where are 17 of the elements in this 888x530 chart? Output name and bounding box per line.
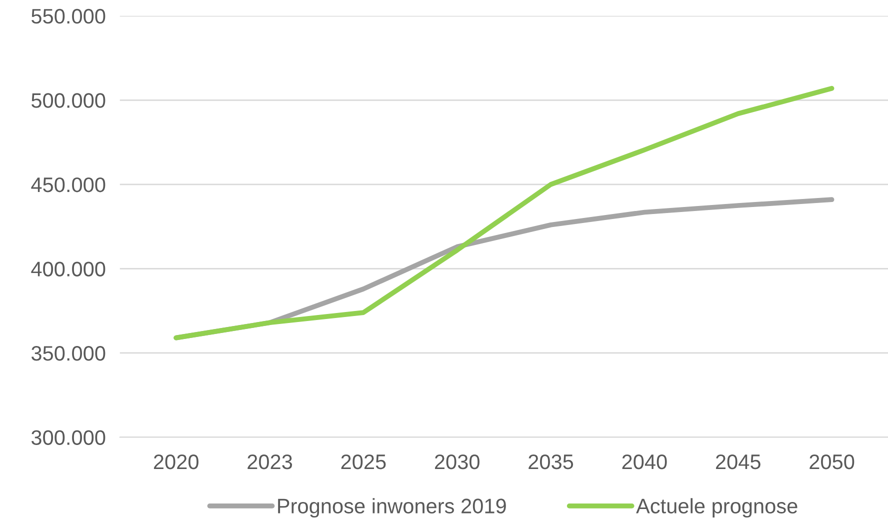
y-tick-label: 550.000 bbox=[32, 8, 106, 24]
x-tick-label: 2050 bbox=[810, 454, 854, 470]
legend-label: Prognose inwoners 2019 bbox=[278, 498, 506, 518]
x-tick-label: 2020 bbox=[154, 454, 198, 470]
legend-label: Actuele prognose bbox=[636, 498, 798, 518]
y-tick-label: 400.000 bbox=[31, 262, 106, 276]
y-tick-label: 350.000 bbox=[31, 346, 106, 361]
x-tick-label: 2030 bbox=[434, 454, 480, 470]
x-tick-label: 2025 bbox=[341, 454, 386, 470]
y-tick-label: 300.000 bbox=[31, 430, 106, 446]
y-tick-label: 500.000 bbox=[32, 93, 106, 108]
y-tick-label: 450.000 bbox=[31, 177, 106, 192]
x-tick-label: 2035 bbox=[528, 454, 574, 470]
x-tick-label: 2023 bbox=[248, 454, 292, 470]
line-series bbox=[174, 86, 834, 340]
x-tick-label: 2040 bbox=[622, 454, 667, 470]
x-tick-label: 2045 bbox=[716, 454, 760, 470]
